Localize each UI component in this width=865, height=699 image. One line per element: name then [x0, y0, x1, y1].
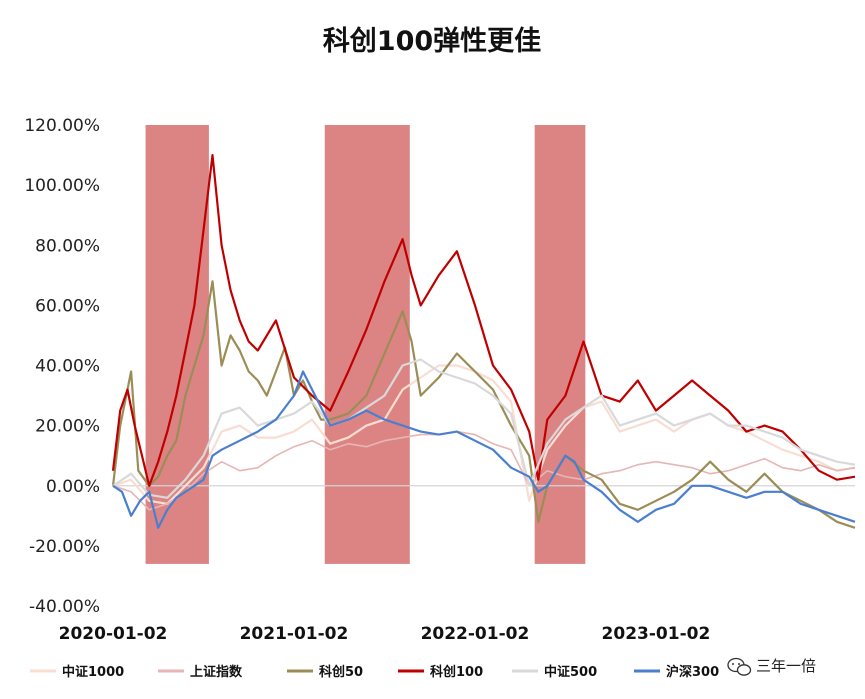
legend-item: 上证指数	[158, 664, 243, 680]
highlight-band-1	[145, 125, 209, 564]
legend-item: 科创50	[287, 664, 363, 680]
series-line-5	[112, 358, 856, 499]
series-line-4	[111, 154, 856, 487]
highlight-bands	[145, 125, 586, 564]
y-tick-label: 120.00%	[24, 116, 100, 136]
y-tick-label: 40.00%	[35, 357, 100, 377]
legend-item: 科创100	[398, 664, 483, 680]
x-tick-label: 2021-01-02	[240, 624, 349, 644]
legend-label: 中证1000	[62, 664, 124, 680]
legend-label: 中证500	[544, 664, 597, 680]
legend-label: 科创50	[319, 664, 363, 680]
series-line-6	[112, 370, 856, 529]
y-axis-ticks: 120.00% 100.00% 80.00% 60.00% 40.00% 20.00% 0.…	[24, 116, 100, 617]
series-line-3	[111, 280, 856, 529]
legend-label: 上证指数	[190, 664, 243, 680]
y-tick-label: 60.00%	[35, 296, 100, 316]
y-tick-label: 20.00%	[35, 417, 100, 437]
watermark-text: 三年一倍	[756, 657, 816, 675]
watermark: 三年一倍	[727, 657, 816, 676]
series-line-1	[112, 364, 856, 505]
y-tick-label: 80.00%	[35, 236, 100, 256]
x-tick-label: 2022-01-02	[421, 624, 530, 644]
highlight-band-3	[534, 125, 586, 564]
legend: 中证1000 上证指数 科创50 科创100 中证500 沪深300	[30, 664, 719, 680]
legend-item: 沪深300	[634, 664, 719, 680]
legend-item: 中证1000	[30, 664, 124, 680]
wechat-icon	[727, 657, 752, 676]
chart-title: 科创100弹性更佳	[323, 26, 541, 57]
y-tick-label: -40.00%	[29, 597, 100, 617]
y-tick-label: 0.00%	[46, 477, 100, 497]
legend-label: 沪深300	[666, 664, 719, 680]
x-tick-label: 2023-01-02	[602, 624, 711, 644]
series-line-2	[112, 430, 856, 511]
y-tick-label: -20.00%	[29, 537, 100, 557]
x-tick-label: 2020-01-02	[59, 624, 168, 644]
highlight-band-2	[324, 125, 410, 564]
x-axis-ticks: 2020-01-02 2021-01-02 2022-01-02 2023-01-02	[59, 624, 711, 644]
series-lines	[111, 154, 856, 529]
legend-label: 科创100	[430, 664, 483, 680]
legend-item: 中证500	[512, 664, 597, 680]
y-tick-label: 100.00%	[24, 176, 100, 196]
